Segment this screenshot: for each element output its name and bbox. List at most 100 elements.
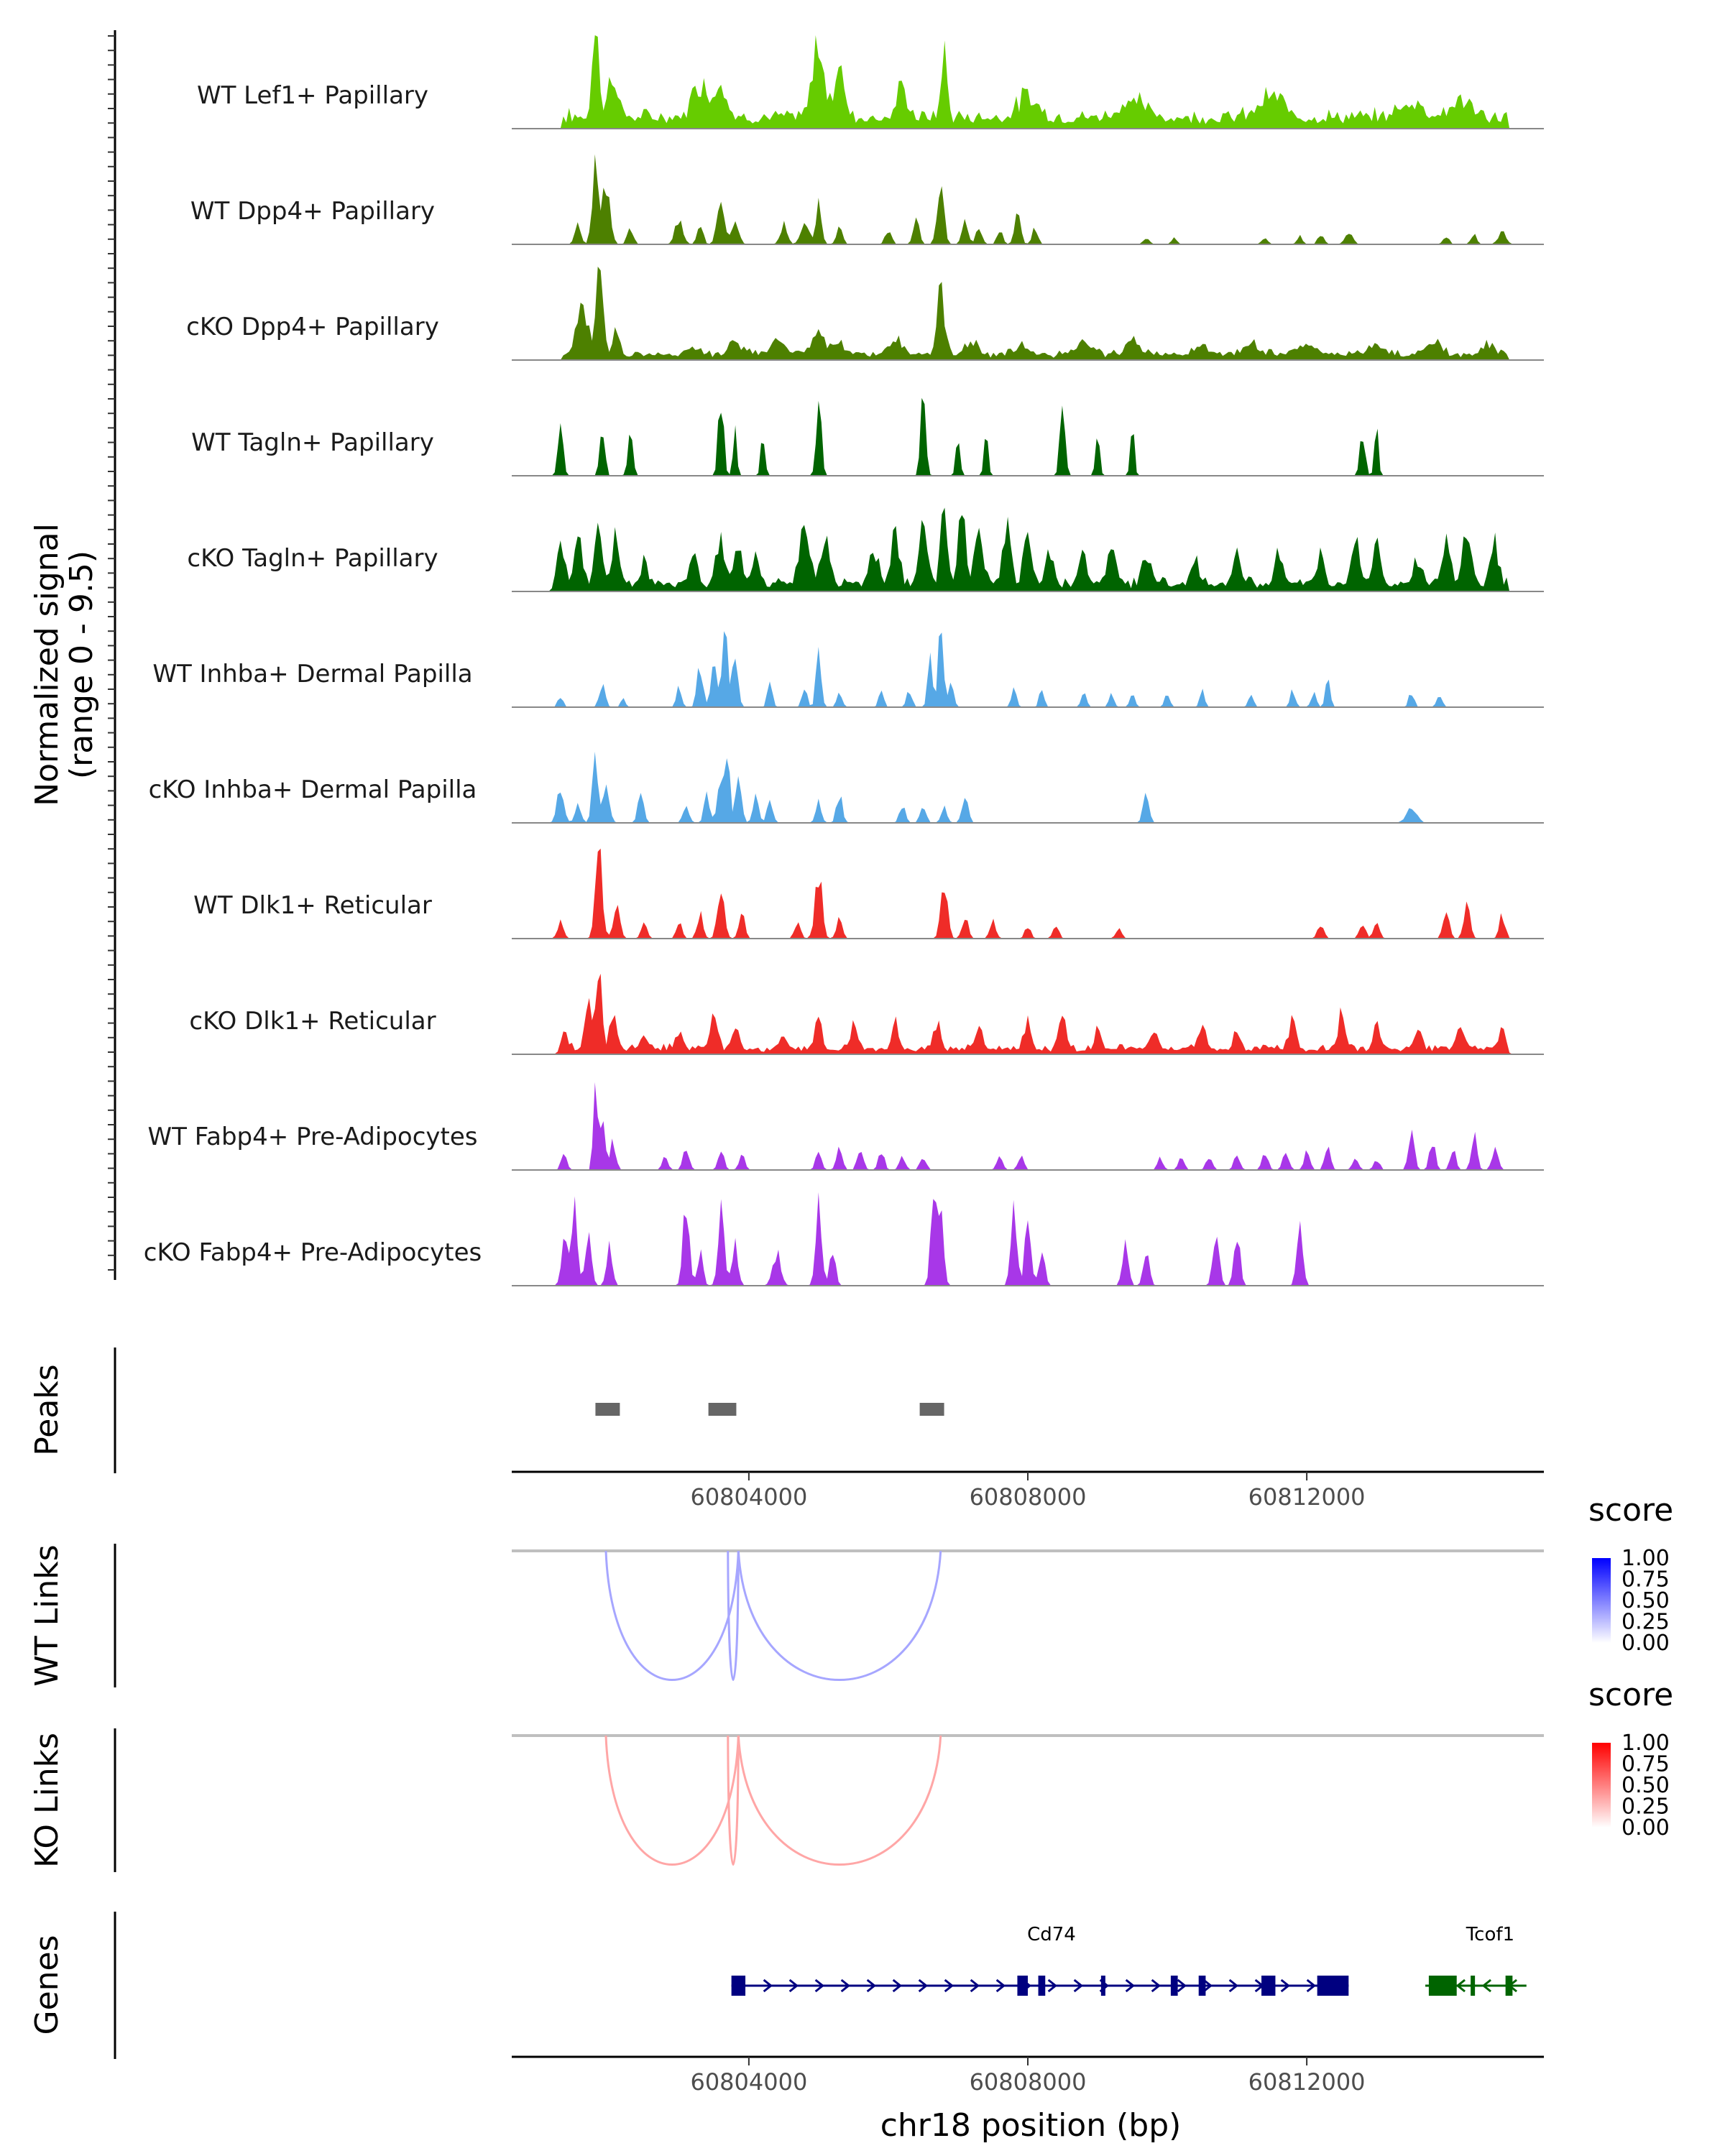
strand-arrow bbox=[918, 1978, 929, 1993]
link-arc bbox=[727, 1735, 740, 1866]
links-track-wt-links: WT Links score 1.000.750.500.250.00 bbox=[29, 1492, 1673, 1687]
strand-arrow bbox=[1228, 1978, 1239, 1993]
legend-tick-label: 0.50 bbox=[1622, 1588, 1670, 1613]
strand-arrow bbox=[1202, 1978, 1213, 1993]
legend-tick-label: 0.75 bbox=[1622, 1567, 1670, 1593]
track-wt-fabp4-pre-adipocytes: WT Fabp4+ Pre-Adipocytes bbox=[148, 1082, 1544, 1171]
x-tick-label: 60808000 bbox=[970, 1483, 1087, 1511]
gene-exon bbox=[731, 1976, 746, 1996]
links-track-label: WT Links bbox=[29, 1544, 65, 1686]
strand-arrow bbox=[892, 1978, 903, 1993]
track-label: WT Fabp4+ Pre-Adipocytes bbox=[148, 1123, 478, 1151]
link-arc bbox=[737, 1735, 942, 1866]
gene-exon bbox=[1038, 1976, 1046, 1996]
peak-region bbox=[595, 1403, 620, 1416]
gene-exon bbox=[1170, 1976, 1178, 1996]
link-arc bbox=[604, 1735, 740, 1866]
track-label: cKO Dpp4+ Papillary bbox=[186, 313, 439, 341]
track-wt-dlk1-reticular: WT Dlk1+ Reticular bbox=[193, 848, 1544, 939]
strand-arrow bbox=[814, 1978, 825, 1993]
score-legend: score 1.000.750.500.250.00 bbox=[1588, 1492, 1673, 1656]
legend-title: score bbox=[1588, 1492, 1673, 1529]
strand-arrow bbox=[788, 1978, 799, 1993]
track-label: WT Inhba+ Dermal Papilla bbox=[152, 660, 472, 688]
legend-tick-label: 1.00 bbox=[1622, 1731, 1670, 1756]
legend-colorbar bbox=[1592, 1558, 1611, 1643]
coverage-area bbox=[512, 507, 1544, 591]
gene-name-label: Cd74 bbox=[1027, 1924, 1076, 1945]
gene-tcof1: Tcof1 bbox=[1425, 1924, 1527, 1996]
peaks-track-label: Peaks bbox=[29, 1364, 65, 1455]
track-label: WT Tagln+ Papillary bbox=[191, 428, 434, 457]
strand-arrow bbox=[1151, 1978, 1162, 1993]
links-track-label: KO Links bbox=[29, 1733, 65, 1868]
track-label: WT Dlk1+ Reticular bbox=[193, 891, 432, 920]
gene-exon bbox=[1471, 1976, 1476, 1996]
track-cko-inhba-dermal-papilla: cKO Inhba+ Dermal Papilla bbox=[149, 751, 1544, 824]
legend-tick-label: 0.25 bbox=[1622, 1795, 1670, 1820]
link-arc bbox=[604, 1550, 740, 1682]
strand-arrow bbox=[866, 1978, 877, 1993]
strand-arrow bbox=[944, 1978, 954, 1993]
x-axis-title: chr18 position (bp) bbox=[880, 2107, 1182, 2144]
links-track-ko-links: KO Links score 1.000.750.500.250.00 bbox=[29, 1677, 1673, 1872]
coverage-area bbox=[512, 267, 1544, 360]
track-cko-fabp4-pre-adipocytes: cKO Fabp4+ Pre-Adipocytes bbox=[144, 1192, 1544, 1286]
gene-exon bbox=[1505, 1976, 1513, 1996]
track-label: cKO Inhba+ Dermal Papilla bbox=[149, 775, 477, 804]
gene-cd74: Cd74 bbox=[731, 1924, 1349, 1996]
legend-tick-label: 0.00 bbox=[1622, 1631, 1670, 1656]
genes-track-label: Genes bbox=[29, 1935, 65, 2035]
link-arc bbox=[737, 1550, 942, 1682]
coverage-area bbox=[512, 1082, 1544, 1170]
strand-arrow bbox=[970, 1978, 980, 1993]
coverage-area bbox=[512, 154, 1544, 244]
strand-arrow bbox=[763, 1978, 773, 1993]
legend-tick-label: 0.50 bbox=[1622, 1773, 1670, 1798]
strand-arrow bbox=[1481, 1978, 1491, 1993]
peak-region bbox=[919, 1403, 944, 1416]
gene-name-label: Tcof1 bbox=[1466, 1924, 1514, 1945]
track-label: WT Lef1+ Papillary bbox=[197, 81, 428, 110]
legend-tick-label: 0.00 bbox=[1622, 1815, 1670, 1841]
x-tick-label: 60808000 bbox=[970, 2068, 1087, 2096]
legend-tick-label: 0.75 bbox=[1622, 1752, 1670, 1777]
legend-colorbar bbox=[1592, 1743, 1611, 1828]
track-label: cKO Fabp4+ Pre-Adipocytes bbox=[144, 1238, 482, 1267]
gene-exon bbox=[1017, 1976, 1028, 1996]
x-tick-label: 60804000 bbox=[690, 2068, 807, 2096]
gene-exon bbox=[1198, 1976, 1206, 1996]
strand-arrow bbox=[1280, 1978, 1291, 1993]
gene-exon bbox=[1261, 1976, 1276, 1996]
coverage-area bbox=[512, 35, 1544, 129]
x-tick-label: 60812000 bbox=[1248, 2068, 1366, 2096]
strand-arrow bbox=[1177, 1978, 1187, 1993]
legend-tick-label: 0.25 bbox=[1622, 1610, 1670, 1635]
link-arc bbox=[727, 1550, 740, 1681]
coverage-panel: WT Lef1+ Papillary WT Dpp4+ Papillary cKO … bbox=[108, 30, 1544, 1286]
track-label: cKO Dlk1+ Reticular bbox=[189, 1007, 436, 1036]
legend-tick-label: 1.00 bbox=[1622, 1546, 1670, 1571]
strand-arrow bbox=[1125, 1978, 1136, 1993]
y-axis-title-line1: Normalized signal bbox=[29, 523, 65, 806]
track-cko-tagln-papillary: cKO Tagln+ Papillary bbox=[187, 507, 1544, 592]
coverage-area bbox=[512, 631, 1544, 707]
coverage-area bbox=[512, 1192, 1544, 1286]
strand-arrow bbox=[1073, 1978, 1084, 1993]
strand-arrow bbox=[995, 1978, 1006, 1993]
y-axis-title-line2: (range 0 - 9.5) bbox=[63, 550, 100, 779]
x-tick-label: 60804000 bbox=[690, 1483, 807, 1511]
genes-panel: Genes Cd74 Tcof1 60804000 60808000 60812000 bbox=[29, 1912, 1544, 2096]
strand-arrow bbox=[1306, 1978, 1317, 1993]
gene-exon bbox=[1317, 1976, 1349, 1996]
gene-exon bbox=[1100, 1976, 1105, 1996]
track-label: cKO Tagln+ Papillary bbox=[187, 544, 438, 573]
coverage-area bbox=[512, 397, 1544, 476]
strand-arrow bbox=[840, 1978, 851, 1993]
track-cko-dlk1-reticular: cKO Dlk1+ Reticular bbox=[189, 973, 1544, 1055]
x-tick-label: 60812000 bbox=[1248, 1483, 1366, 1511]
track-wt-tagln-papillary: WT Tagln+ Papillary bbox=[191, 397, 1544, 476]
track-wt-dpp4-papillary: WT Dpp4+ Papillary bbox=[190, 154, 1544, 245]
